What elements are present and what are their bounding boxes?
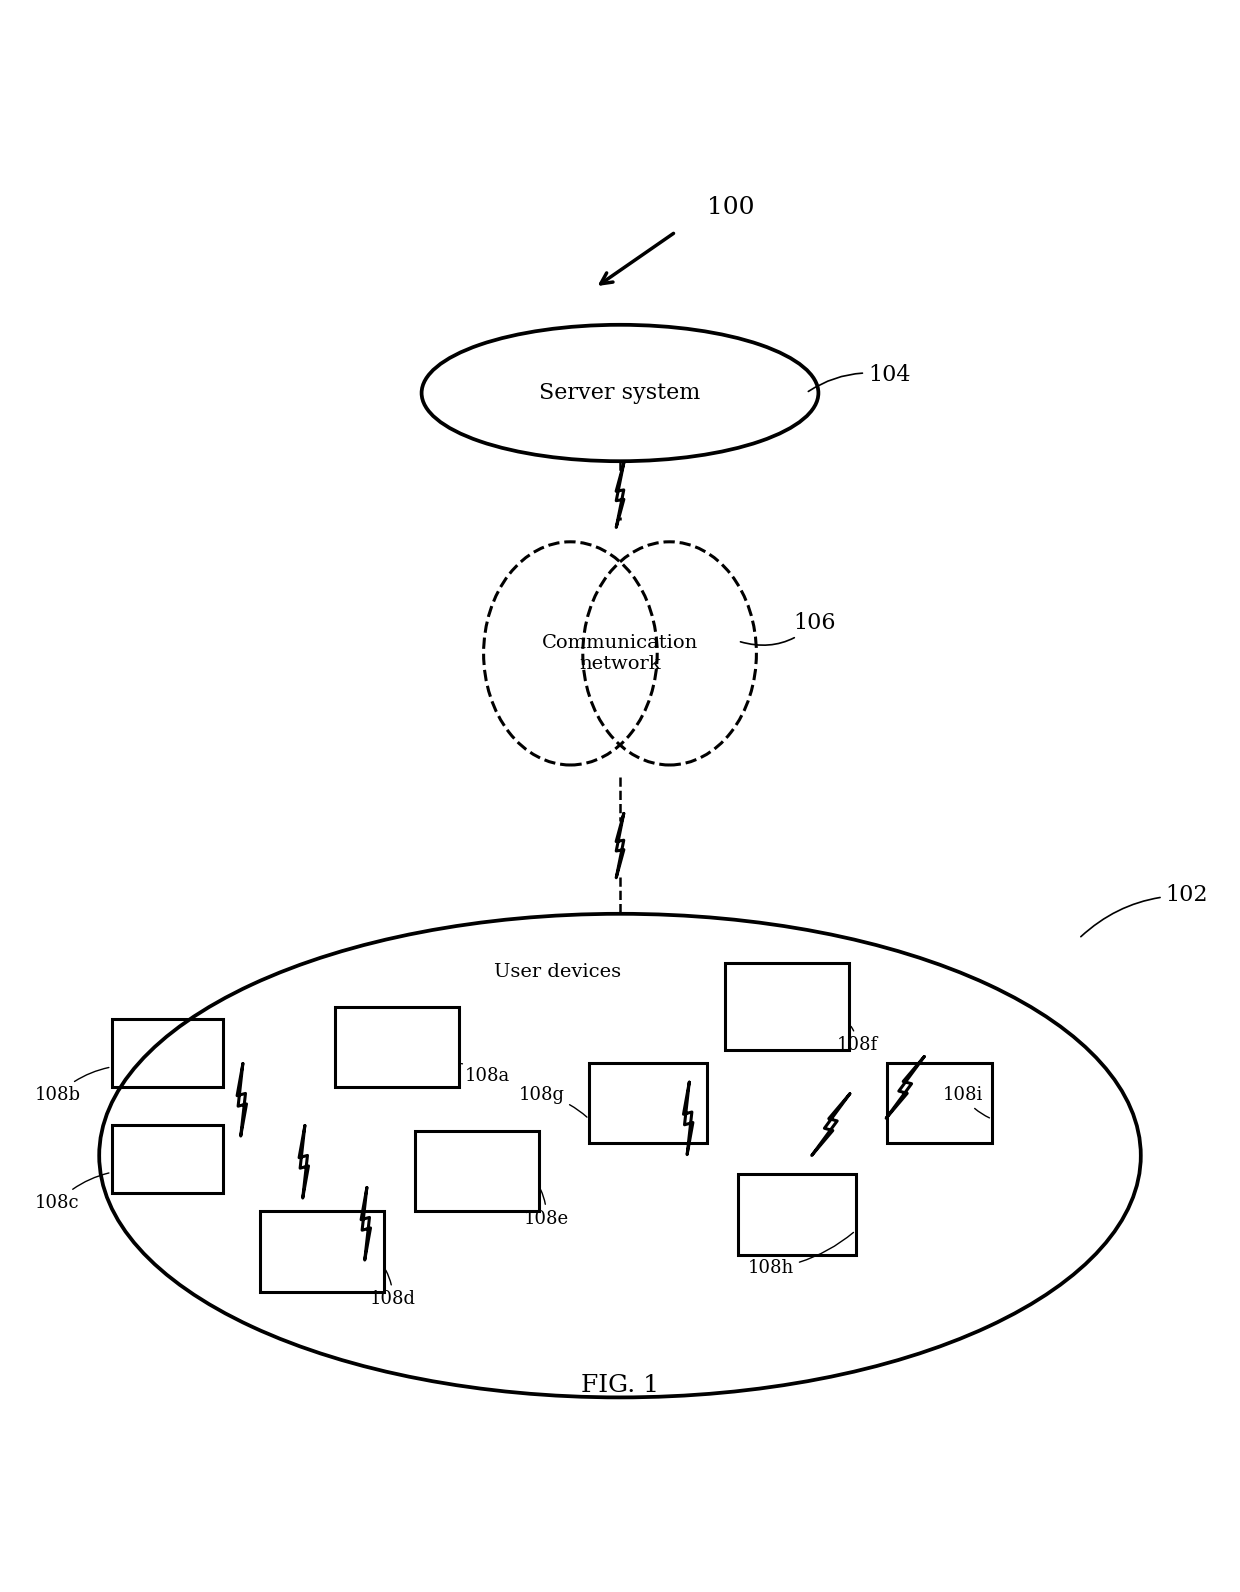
Text: 108e: 108e: [523, 1189, 568, 1227]
Text: Server system: Server system: [539, 382, 701, 404]
Text: 108h: 108h: [748, 1232, 853, 1277]
Text: 104: 104: [808, 363, 910, 392]
Text: 108b: 108b: [35, 1068, 109, 1103]
Text: User devices: User devices: [495, 963, 621, 981]
Text: 108f: 108f: [837, 1027, 878, 1054]
Text: 108i: 108i: [942, 1086, 990, 1118]
Text: 100: 100: [707, 196, 754, 220]
Text: 108d: 108d: [370, 1270, 415, 1309]
Text: 102: 102: [1081, 885, 1208, 936]
Text: 108g: 108g: [518, 1086, 587, 1118]
Text: FIG. 1: FIG. 1: [582, 1374, 658, 1396]
Text: 106: 106: [740, 611, 836, 645]
Text: 108c: 108c: [35, 1173, 109, 1212]
Text: Communication
network: Communication network: [542, 634, 698, 673]
Text: 108a: 108a: [461, 1063, 510, 1086]
